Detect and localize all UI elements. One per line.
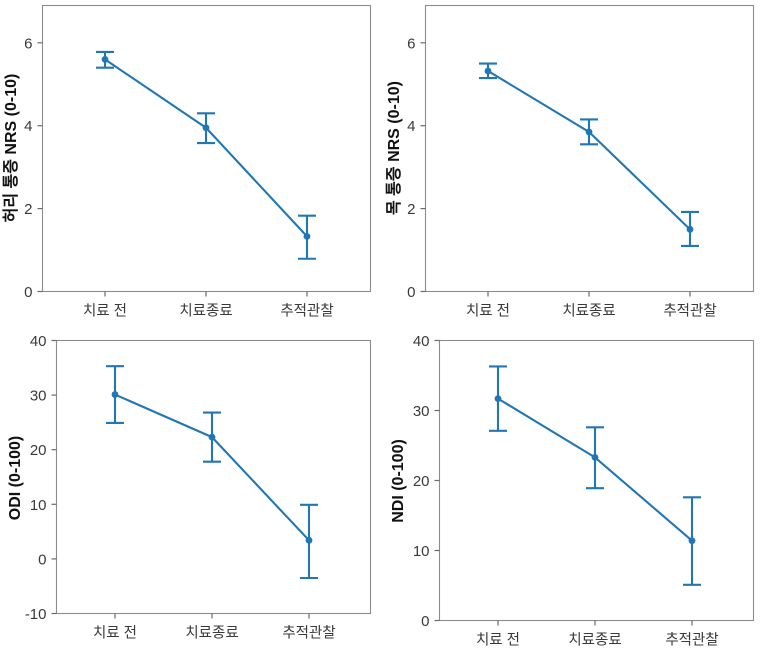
panel-1-plot-frame [41,4,372,293]
panel-3-series [106,365,318,580]
x-tick-label: 치료종료 [568,632,621,649]
panel-4-axes [438,339,755,622]
panel-2-y-ticks: 0 2 4 6 [407,35,426,301]
y-tick-label: 6 [407,35,415,52]
x-tick-label: 추적관찰 [663,303,716,320]
panel-3-plot-frame [55,339,372,615]
y-tick-label: 0 [421,613,429,630]
panel-1-svg: 0 2 4 6 치료 전 치료종료 추적관찰 허리 통증 NRS (0-10) [2,4,372,320]
panel-2-y-axis-title: 목 통증 NRS (0-10) [385,81,403,215]
y-tick-label: -10 [25,606,47,623]
panel-4-y-axis-title: NDI (0-100) [390,439,407,523]
x-tick-label: 추적관찰 [282,625,335,642]
data-point-marker [494,395,502,402]
y-tick-label: 40 [30,333,47,350]
x-tick-label: 치료종료 [562,303,615,320]
y-tick-label: 0 [38,551,46,568]
data-point-marker [585,128,593,136]
y-tick-label: 4 [407,118,415,135]
data-point-marker [202,124,210,132]
data-point-marker [305,536,313,544]
series-line [103,58,309,238]
y-tick-label: 4 [24,118,32,135]
panel-2-svg: 0 2 4 6 치료 전 치료종료 추적관찰 목 통증 NRS (0-10) [385,4,755,320]
panel-4-series [489,365,701,586]
panel-2-x-ticks: 치료 전 치료종료 추적관찰 [466,291,717,320]
panel-2-series [479,62,699,247]
data-point-marker [484,67,492,75]
data-point-marker [686,225,694,233]
panel-1-series [96,50,316,260]
y-tick-label: 2 [24,201,32,218]
panel-neck-pain-nrs: 0 2 4 6 치료 전 치료종료 추적관찰 목 통증 NRS (0-10) [383,0,765,326]
x-tick-label: 치료 전 [93,625,137,642]
x-tick-label: 치료 전 [476,632,520,649]
data-point-marker [303,232,311,240]
panel-1-axes [41,4,372,293]
panel-3-x-ticks: 치료 전 치료종료 추적관찰 [93,613,336,642]
panel-4-x-ticks: 치료 전 치료종료 추적관찰 [476,620,719,649]
x-tick-label: 치료종료 [185,625,238,642]
data-point-marker [101,55,109,63]
data-point-marker [111,391,119,398]
x-tick-label: 추적관찰 [280,303,333,320]
panel-3-svg: -10 0 10 20 30 40 치료 전 치료종료 추적관찰 ODI (0-100) [7,333,372,642]
panel-odi: -10 0 10 20 30 40 치료 전 치료종료 추적관찰 ODI (0-100) [0,326,383,652]
panel-4-plot-frame [438,339,755,622]
panel-2-axes [424,4,755,293]
panel-2-plot-frame [424,4,755,293]
y-tick-label: 10 [413,543,430,560]
y-tick-label: 0 [407,284,415,301]
data-point-marker [591,454,599,461]
y-tick-label: 20 [413,473,430,490]
panel-1-x-ticks: 치료 전 치료종료 추적관찰 [83,291,334,320]
panel-4-y-ticks: 0 10 20 30 40 [413,333,440,630]
x-tick-label: 치료 전 [466,303,510,320]
panel-ndi: 0 10 20 30 40 치료 전 치료종료 추적관찰 NDI (0-100) [383,326,765,652]
panel-3-y-ticks: -10 0 10 20 30 40 [25,333,57,623]
y-tick-label: 20 [30,442,47,459]
data-point-marker [208,433,216,441]
panel-3-y-axis-title: ODI (0-100) [7,436,24,520]
y-tick-label: 2 [407,201,415,218]
y-tick-label: 30 [30,388,47,405]
data-point-marker [688,537,696,545]
panel-back-pain-nrs: 0 2 4 6 치료 전 치료종료 추적관찰 허리 통증 NRS (0-10) [0,0,383,326]
y-tick-label: 6 [24,35,32,52]
panel-1-y-ticks: 0 2 4 6 [24,35,43,301]
x-tick-label: 치료 전 [83,303,127,320]
series-line [486,69,692,231]
x-tick-label: 치료종료 [179,303,232,320]
panel-1-y-axis-title: 허리 통증 NRS (0-10) [2,74,20,223]
y-tick-label: 0 [24,284,32,301]
panel-4-svg: 0 10 20 30 40 치료 전 치료종료 추적관찰 NDI (0-100) [390,333,755,649]
y-tick-label: 30 [413,403,430,420]
x-tick-label: 추적관찰 [665,632,718,649]
panel-3-axes [55,339,372,615]
y-tick-label: 40 [413,333,430,350]
y-tick-label: 10 [30,497,47,514]
